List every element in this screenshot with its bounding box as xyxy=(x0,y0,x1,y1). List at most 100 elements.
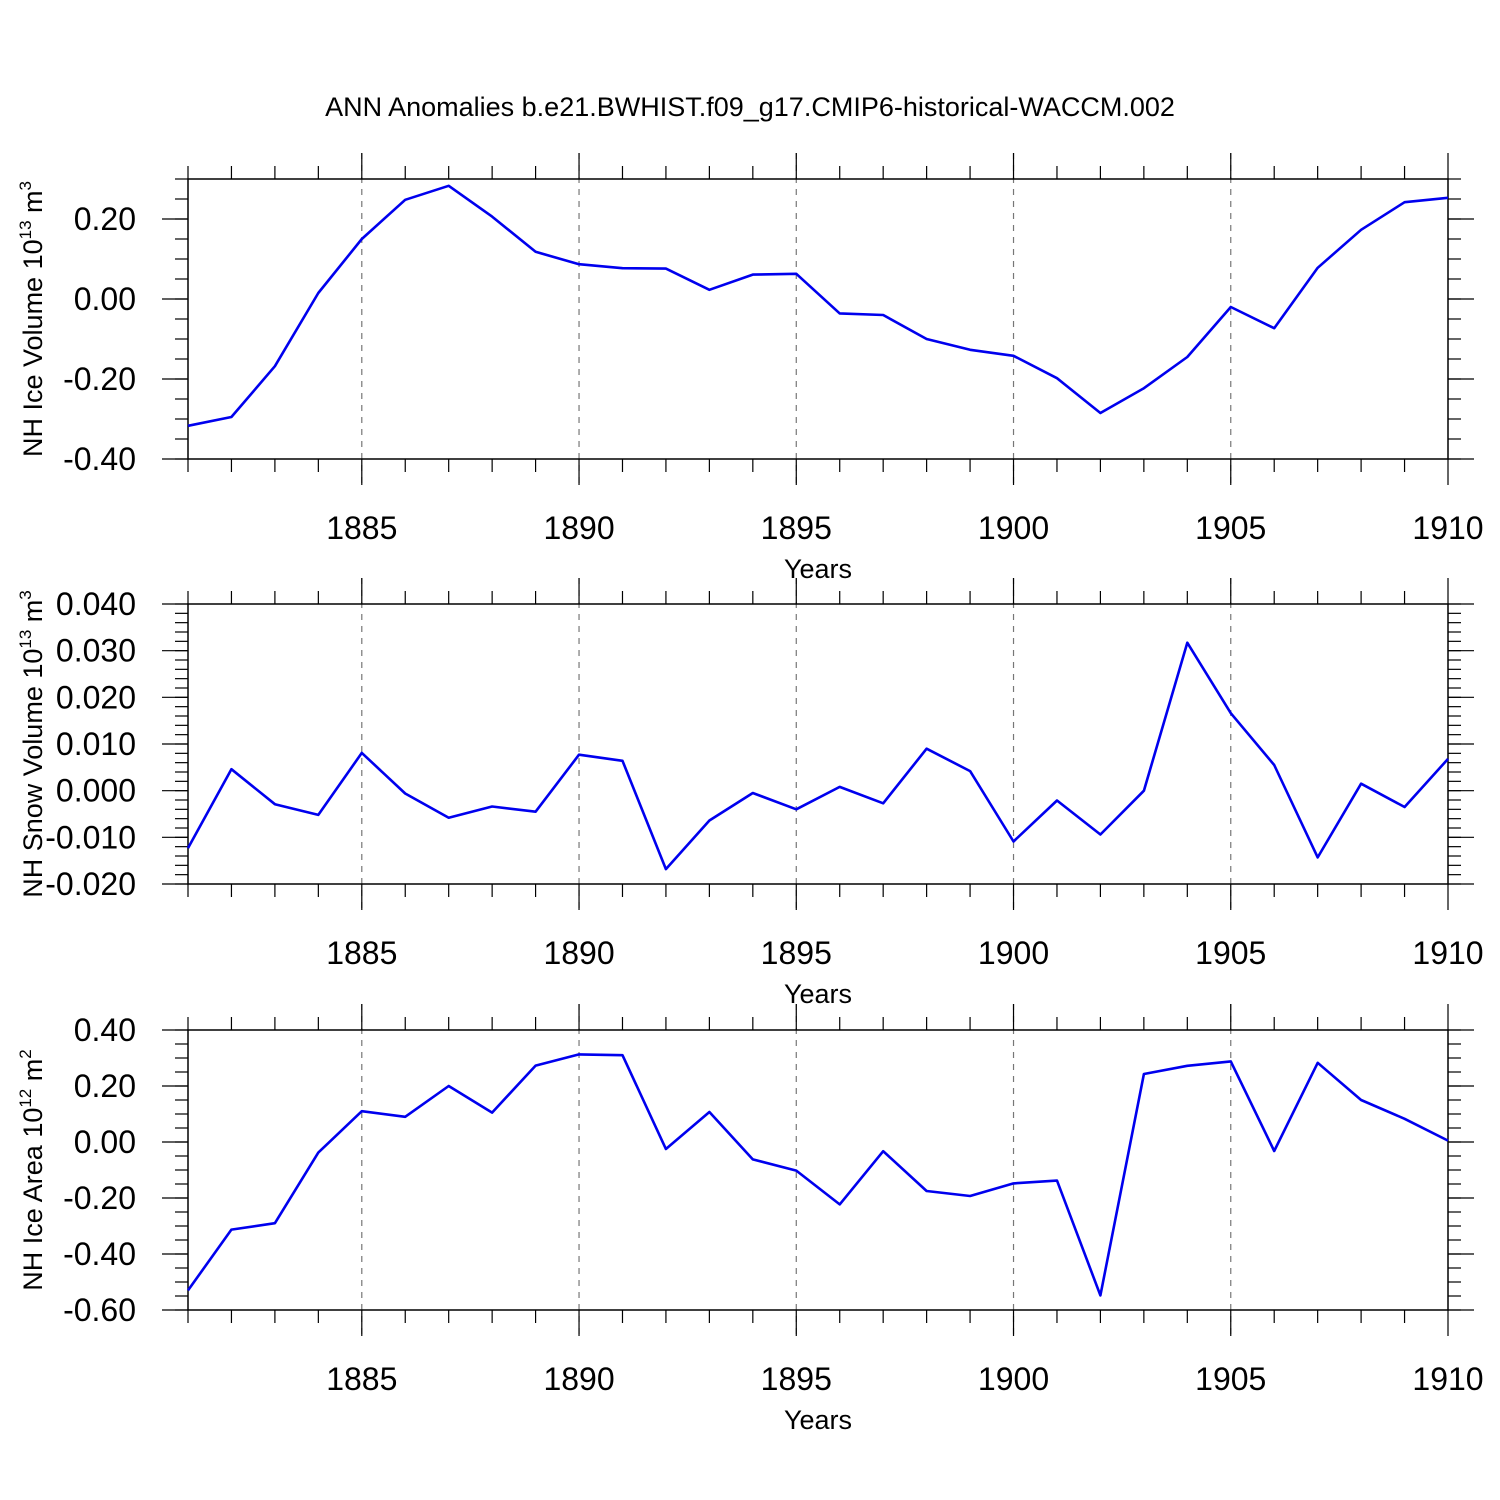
data-point xyxy=(318,1152,319,1153)
y-tick-label: 0.000 xyxy=(56,773,136,809)
data-point xyxy=(1404,202,1405,203)
data-point xyxy=(231,417,232,418)
x-tick-label: 1900 xyxy=(978,935,1049,971)
y-axis-label-exponent: 12 xyxy=(16,1089,35,1108)
y-tick-label: 0.20 xyxy=(74,1068,136,1104)
y-tick-label: 0.030 xyxy=(56,633,136,669)
data-point xyxy=(709,289,710,290)
data-point xyxy=(535,251,536,252)
data-point xyxy=(1274,328,1275,329)
data-point xyxy=(1230,307,1231,308)
y-tick-label: -0.40 xyxy=(63,441,136,477)
data-point xyxy=(752,793,753,794)
data-point xyxy=(1230,1061,1231,1062)
x-tick-label: 1890 xyxy=(543,510,614,546)
data-point xyxy=(622,1055,623,1056)
data-point xyxy=(1187,642,1188,643)
data-point xyxy=(492,1112,493,1113)
data-point xyxy=(970,349,971,350)
panel-1: 1885 1890 1895 1900 1905 1910 Years 0.20 0.00 -0.… xyxy=(16,153,1484,584)
data-point xyxy=(535,1065,536,1066)
data-point xyxy=(361,752,362,753)
x-tick-label: 1910 xyxy=(1412,1361,1483,1397)
data-point xyxy=(1317,1062,1318,1063)
data-point xyxy=(1013,841,1014,842)
data-point xyxy=(839,313,840,314)
data-point xyxy=(1448,1140,1449,1141)
data-point xyxy=(274,804,275,805)
x-tick-label: 1900 xyxy=(978,1361,1049,1397)
data-point xyxy=(579,264,580,265)
y-tick-label: -0.020 xyxy=(45,866,136,902)
y-axis-label-unit: m xyxy=(18,190,48,220)
data-point xyxy=(579,754,580,755)
data-point xyxy=(448,185,449,186)
data-point xyxy=(839,786,840,787)
data-point xyxy=(796,1170,797,1171)
data-point xyxy=(188,848,189,849)
y-tick-label: 0.20 xyxy=(74,201,136,237)
y-tick-label: 0.00 xyxy=(74,281,136,317)
plot-frame xyxy=(187,178,1449,460)
y-axis-label-unit: m xyxy=(18,600,48,630)
plot-frame xyxy=(187,603,1449,885)
y-tick-label: 0.00 xyxy=(74,1124,136,1160)
data-point xyxy=(1100,1295,1101,1296)
x-tick-label: 1885 xyxy=(326,510,397,546)
data-point xyxy=(1317,267,1318,268)
data-point xyxy=(535,811,536,812)
data-point xyxy=(231,769,232,770)
data-point xyxy=(1187,1065,1188,1066)
data-point xyxy=(1013,355,1014,356)
y-tick-label: 0.020 xyxy=(56,679,136,715)
data-point xyxy=(752,274,753,275)
data-point xyxy=(883,315,884,316)
data-point xyxy=(318,293,319,294)
chart-title: ANN Anomalies b.e21.BWHIST.f09_g17.CMIP6… xyxy=(325,92,1175,122)
series-line xyxy=(186,641,1449,871)
x-tick-label: 1905 xyxy=(1195,1361,1266,1397)
data-point xyxy=(926,748,927,749)
y-tick-label: 0.010 xyxy=(56,726,136,762)
data-point xyxy=(926,339,927,340)
data-point xyxy=(1143,1073,1144,1074)
data-point xyxy=(1056,800,1057,801)
y-tick-label: 0.040 xyxy=(56,586,136,622)
data-point xyxy=(274,366,275,367)
x-tick-label: 1905 xyxy=(1195,510,1266,546)
y-tick-label: -0.40 xyxy=(63,1236,136,1272)
data-point xyxy=(274,1223,275,1224)
x-tick-label: 1890 xyxy=(543,1361,614,1397)
y-tick-label: -0.20 xyxy=(63,1180,136,1216)
x-tick-label: 1895 xyxy=(761,1361,832,1397)
data-point xyxy=(1404,1118,1405,1119)
data-point xyxy=(361,1111,362,1112)
y-tick-label: -0.60 xyxy=(63,1292,136,1328)
x-tick-label: 1905 xyxy=(1195,935,1266,971)
data-point xyxy=(405,1116,406,1117)
y-tick-label: -0.010 xyxy=(45,819,136,855)
panel-3: 1885 1890 1895 1900 1905 1910 Years 0.40 0.20 0.0… xyxy=(16,1004,1484,1435)
y-tick-label: 0.40 xyxy=(74,1012,136,1048)
data-point xyxy=(1317,857,1318,858)
x-tick-label: 1900 xyxy=(978,510,1049,546)
series-line xyxy=(186,1053,1449,1297)
y-axis-label: NH Ice Area 1012 m2 xyxy=(16,1049,48,1290)
y-axis-label-text: NH Ice Volume 10 xyxy=(18,239,48,457)
x-tick-label: 1890 xyxy=(543,935,614,971)
x-tick-label: 1910 xyxy=(1412,935,1483,971)
data-point xyxy=(665,1149,666,1150)
data-point xyxy=(1404,807,1405,808)
y-axis-label-unit: m xyxy=(18,1059,48,1089)
data-point xyxy=(970,1196,971,1197)
data-point xyxy=(492,216,493,217)
data-point xyxy=(1100,413,1101,414)
data-point xyxy=(1361,1100,1362,1101)
data-point xyxy=(361,239,362,240)
data-point xyxy=(1013,1183,1014,1184)
y-axis-label: NH Ice Volume 1013 m3 xyxy=(16,181,48,457)
y-axis-label: NH Snow Volume 1013 m3 xyxy=(16,590,48,898)
x-axis-label: Years xyxy=(784,554,852,584)
x-tick-label: 1910 xyxy=(1412,510,1483,546)
